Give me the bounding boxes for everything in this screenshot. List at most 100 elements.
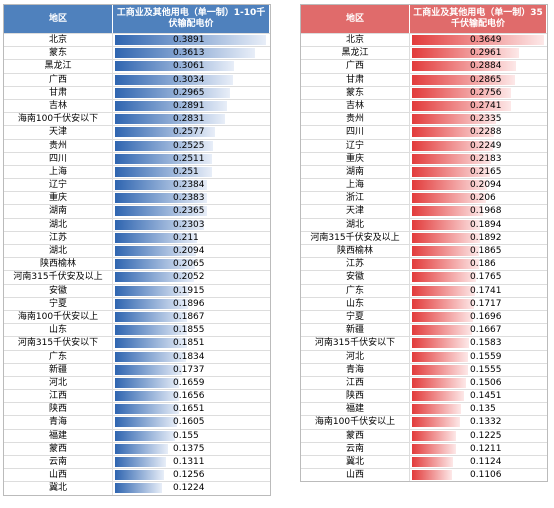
value-cell: 0.1765 <box>410 271 547 283</box>
value-text: 0.2288 <box>470 127 502 138</box>
table-row: 湖北 0.2094 <box>4 244 270 258</box>
table-row: 陕西 0.1451 <box>301 389 547 403</box>
table-row: 黑龙江 0.3061 <box>4 59 270 73</box>
table-row: 山东 0.1717 <box>301 296 547 310</box>
value-text: 0.1451 <box>470 391 502 402</box>
table-row: 广东 0.1834 <box>4 349 270 363</box>
data-bar <box>412 272 476 283</box>
data-bar <box>115 391 180 402</box>
table-row: 海南100千伏安以上 0.1867 <box>4 309 270 324</box>
table-row: 山西 0.1106 <box>301 468 547 482</box>
region-cell: 广西 <box>301 60 410 73</box>
table-row: 河南315千伏安以下 0.1583 <box>301 336 547 350</box>
data-bar <box>412 430 457 441</box>
table-row: 甘肃 0.2965 <box>4 85 270 99</box>
value-cell: 0.135 <box>410 403 547 415</box>
data-bar <box>115 417 178 428</box>
value-cell: 0.251 <box>113 166 270 178</box>
value-cell: 0.3649 <box>410 34 547 46</box>
value-text: 0.2384 <box>173 180 205 191</box>
value-cell: 0.1717 <box>410 298 547 310</box>
value-cell: 0.2525 <box>113 140 270 152</box>
value-text: 0.1834 <box>173 351 205 362</box>
value-text: 0.2303 <box>173 219 205 230</box>
table-row: 山东 0.1855 <box>4 323 270 337</box>
header-cell: 地区 <box>4 5 113 33</box>
region-cell: 冀北 <box>301 456 410 469</box>
data-bar <box>115 193 208 204</box>
value-cell: 0.1256 <box>113 469 270 481</box>
table-row: 河南315千伏安以下 0.1851 <box>4 336 270 350</box>
table-row: 贵州 0.2525 <box>4 138 270 152</box>
region-cell: 广东 <box>4 350 113 363</box>
region-cell: 上海 <box>301 179 410 192</box>
data-bar <box>115 48 255 59</box>
data-bar <box>115 246 197 256</box>
region-cell: 湖北 <box>4 245 113 258</box>
value-cell: 0.1851 <box>113 337 270 349</box>
table-row: 广西 0.2884 <box>301 59 547 73</box>
data-bar <box>115 470 164 481</box>
region-cell: 湖南 <box>4 205 113 218</box>
region-cell: 海南100千伏安以上 <box>301 416 410 429</box>
value-text: 0.3891 <box>173 35 205 45</box>
value-text: 0.186 <box>470 259 496 270</box>
table-row: 重庆 0.2383 <box>4 191 270 205</box>
data-bar <box>115 153 213 164</box>
value-text: 0.2365 <box>173 206 205 217</box>
region-cell: 广西 <box>4 73 113 86</box>
value-cell: 0.1651 <box>113 403 270 415</box>
table-row: 安徽 0.1765 <box>301 270 547 284</box>
value-cell: 0.2094 <box>113 245 270 257</box>
value-cell: 0.2052 <box>113 271 270 283</box>
value-text: 0.2525 <box>173 140 205 151</box>
region-cell: 天津 <box>301 205 410 218</box>
value-text: 0.1256 <box>173 470 205 481</box>
value-text: 0.2511 <box>173 153 205 164</box>
value-cell: 0.1834 <box>113 351 270 363</box>
value-text: 0.2884 <box>470 61 502 72</box>
data-bar <box>115 351 187 362</box>
value-text: 0.2741 <box>470 100 502 111</box>
value-cell: 0.1559 <box>410 351 547 363</box>
data-bar <box>412 61 516 72</box>
value-text: 0.1211 <box>470 443 502 454</box>
value-text: 0.1667 <box>470 325 502 336</box>
value-cell: 0.3891 <box>113 34 270 46</box>
region-cell: 陕西 <box>301 390 410 403</box>
value-text: 0.3649 <box>470 35 502 45</box>
region-cell: 河南315千伏安以下 <box>301 337 410 350</box>
value-text: 0.1851 <box>173 338 205 349</box>
value-cell: 0.2383 <box>113 192 270 204</box>
region-cell: 湖南 <box>301 165 410 179</box>
value-cell: 0.2884 <box>410 60 547 72</box>
table-row: 甘肃 0.2865 <box>301 72 547 86</box>
region-cell: 蒙西 <box>301 429 410 442</box>
value-text: 0.206 <box>470 193 496 204</box>
value-text: 0.1968 <box>470 206 502 217</box>
region-cell: 黑龙江 <box>4 60 113 73</box>
table-row: 新疆 0.1667 <box>301 323 547 337</box>
data-bar <box>412 87 512 98</box>
data-bar <box>412 325 473 336</box>
data-bar <box>115 87 230 98</box>
data-bar <box>115 166 213 177</box>
data-bar <box>412 364 469 375</box>
value-text: 0.1651 <box>173 404 205 415</box>
region-cell: 安徽 <box>4 284 113 297</box>
region-cell: 福建 <box>4 429 113 442</box>
value-cell: 0.2865 <box>410 74 547 86</box>
value-cell: 0.3613 <box>113 47 270 59</box>
data-bar <box>115 140 213 151</box>
value-cell: 0.1451 <box>410 390 547 402</box>
value-cell: 0.1375 <box>113 443 270 455</box>
data-bar <box>115 232 197 243</box>
value-cell: 0.1659 <box>113 377 270 389</box>
value-cell: 0.2365 <box>113 205 270 217</box>
value-cell: 0.1867 <box>113 311 270 323</box>
data-bar <box>412 246 480 256</box>
left-table: 地区 工商业及其他用电（单一制）1-10千伏输配电价 北京 0.3891 蒙东 0.361… <box>3 4 271 496</box>
value-text: 0.1915 <box>173 285 205 296</box>
data-bar <box>412 311 474 322</box>
table-row: 广东 0.1741 <box>301 283 547 297</box>
